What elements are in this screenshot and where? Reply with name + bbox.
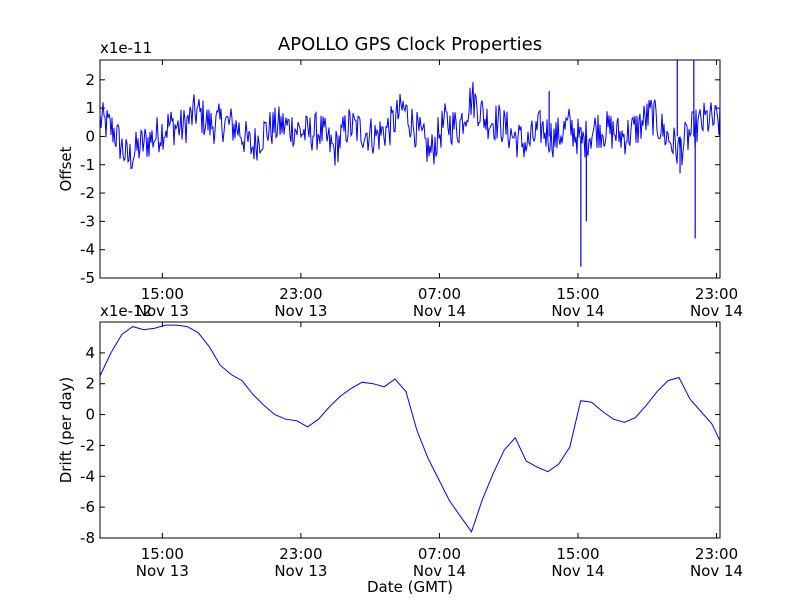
- drift-x-tick-date: Nov 14: [551, 562, 604, 580]
- drift-y-tick-label: -4: [80, 467, 95, 485]
- offset-y-tick-label: -2: [80, 184, 95, 202]
- offset-series: [99, 60, 721, 267]
- offset-y-tick-label: 1: [85, 99, 95, 117]
- offset-y-ticks: -5 -4 -3 -2 -1 0 1 2: [80, 71, 720, 287]
- offset-y-tick-label: -5: [80, 269, 95, 287]
- offset-x-tick-time: 23:00: [695, 285, 738, 303]
- drift-x-tick-time: 23:00: [695, 545, 738, 563]
- drift-multiplier-label: x1e-12: [100, 302, 152, 320]
- drift-y-tick-label: 0: [85, 406, 95, 424]
- offset-y-tick-label: -3: [80, 212, 95, 230]
- offset-x-tick-time: 07:00: [418, 285, 461, 303]
- drift-x-tick-time: 15:00: [556, 545, 599, 563]
- drift-line: [99, 324, 721, 533]
- drift-x-tick-time: 15:00: [141, 545, 184, 563]
- offset-plot-area: [99, 59, 721, 279]
- drift-y-tick-label: 2: [85, 375, 95, 393]
- offset-y-tick-label: -4: [80, 241, 95, 259]
- offset-y-tick-label: -1: [80, 156, 95, 174]
- offset-x-tick-time: 15:00: [141, 285, 184, 303]
- chart-title: APOLLO GPS Clock Properties: [278, 34, 542, 55]
- offset-ylabel: Offset: [57, 146, 75, 191]
- offset-x-tick-date: Nov 13: [274, 302, 327, 320]
- drift-ylabel: Drift (per day): [57, 377, 75, 484]
- drift-x-tick-date: Nov 14: [413, 562, 466, 580]
- offset-x-tick-time: 23:00: [279, 285, 322, 303]
- offset-x-tick-date: Nov 14: [413, 302, 466, 320]
- drift-x-tick-time: 07:00: [418, 545, 461, 563]
- drift-plot-area: [99, 321, 721, 539]
- drift-series: [99, 324, 721, 533]
- drift-y-tick-label: -2: [80, 436, 95, 454]
- drift-y-tick-label: -8: [80, 529, 95, 547]
- drift-y-tick-label: -6: [80, 498, 95, 516]
- offset-y-tick-label: 0: [85, 127, 95, 145]
- drift-x-tick-time: 23:00: [279, 545, 322, 563]
- offset-x-tick-date: Nov 13: [136, 302, 189, 320]
- offset-x-tick-date: Nov 14: [551, 302, 604, 320]
- drift-y-tick-label: 4: [85, 344, 95, 362]
- drift-panel: x1e-12 Drift (per day) -8 -6 -4 -2 0 2 4 15:00…: [57, 302, 743, 580]
- drift-x-tick-date: Nov 14: [690, 562, 743, 580]
- offset-line: [99, 81, 721, 170]
- offset-x-tick-time: 15:00: [556, 285, 599, 303]
- drift-y-ticks: -8 -6 -4 -2 0 2 4: [80, 344, 720, 547]
- drift-x-tick-date: Nov 13: [136, 562, 189, 580]
- x-axis-label: Date (GMT): [367, 578, 453, 596]
- offset-x-tick-date: Nov 14: [690, 302, 743, 320]
- offset-multiplier-label: x1e-11: [100, 39, 152, 57]
- drift-x-tick-date: Nov 13: [274, 562, 327, 580]
- offset-y-tick-label: 2: [85, 71, 95, 89]
